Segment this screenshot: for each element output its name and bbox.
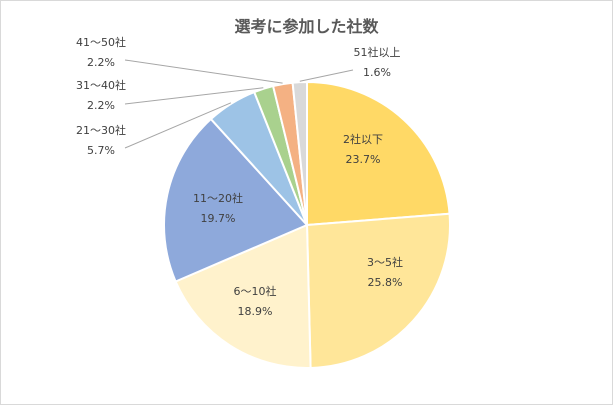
slice-label-4: 11～20社 bbox=[193, 191, 243, 205]
pie-slice-3 bbox=[174, 223, 312, 369]
slice-value-label-6: 2.2% bbox=[87, 99, 115, 112]
pie-slice-2 bbox=[305, 212, 451, 369]
pie-slice-8 bbox=[291, 80, 308, 226]
leader-line-5 bbox=[124, 102, 232, 149]
slice-value-label-7: 2.2% bbox=[87, 56, 115, 69]
leader-line-7 bbox=[124, 59, 283, 84]
pie-slice-1 bbox=[306, 80, 451, 227]
slice-value-label-2: 25.8% bbox=[368, 276, 403, 289]
slice-value-label-4: 19.7% bbox=[201, 212, 236, 225]
pie-slice-4 bbox=[163, 117, 309, 283]
leader-line-6 bbox=[124, 87, 264, 105]
chart-title: 選考に参加した社数 bbox=[234, 17, 379, 36]
slice-value-label-5: 5.7% bbox=[87, 144, 115, 157]
slice-label-2: 3～5社 bbox=[367, 255, 403, 269]
slice-value-label-3: 18.9% bbox=[238, 305, 273, 318]
slice-label-1: 2社以下 bbox=[343, 132, 383, 146]
slice-value-label-1: 23.7% bbox=[346, 153, 381, 166]
slice-label-6: 31～40社 bbox=[76, 78, 126, 92]
slice-value-label-8: 1.6% bbox=[363, 66, 391, 79]
slice-label-8: 51社以上 bbox=[354, 45, 401, 59]
slice-label-7: 41～50社 bbox=[76, 35, 126, 49]
slice-label-5: 21～30社 bbox=[76, 123, 126, 137]
leader-line-8 bbox=[299, 69, 354, 82]
slice-label-3: 6～10社 bbox=[234, 284, 277, 298]
